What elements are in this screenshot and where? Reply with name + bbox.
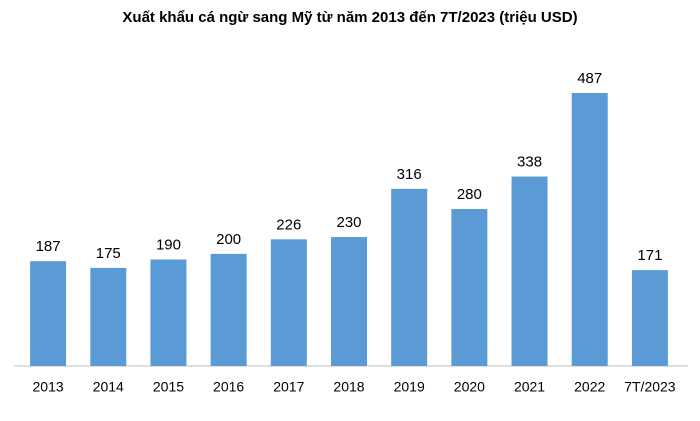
value-label: 200 [216,231,241,248]
value-label: 338 [517,153,542,170]
chart-title: Xuất khẩu cá ngừ sang Mỹ từ năm 2013 đến… [122,9,577,26]
bar [451,209,488,366]
bar [571,93,608,366]
x-tick-label: 2015 [153,379,184,395]
bar [210,253,247,366]
value-label: 226 [276,216,301,233]
bar [631,270,668,366]
x-tick-label: 2019 [394,379,425,395]
value-label: 187 [36,238,61,255]
bar [90,267,127,366]
value-label: 487 [577,70,602,87]
x-tick-label: 7T/2023 [624,379,676,395]
value-label: 171 [637,247,662,264]
bar [150,259,187,366]
bar [331,237,367,366]
value-label: 175 [96,245,121,262]
x-tick-label: 2018 [333,379,364,395]
x-tick-label: 2017 [273,379,304,395]
x-tick-label: 2022 [574,379,605,395]
bar [511,176,548,366]
x-tick-label: 2016 [213,379,244,395]
value-label: 230 [336,214,361,231]
x-tick-label: 2020 [454,379,485,395]
bar [391,188,428,366]
value-label: 280 [457,186,482,203]
x-tick-label: 2013 [33,379,64,395]
value-label: 316 [397,166,422,183]
bar [270,239,307,366]
x-tick-label: 2021 [514,379,545,395]
bar [30,261,67,366]
x-tick-label: 2014 [93,379,124,395]
value-label: 190 [156,236,181,253]
